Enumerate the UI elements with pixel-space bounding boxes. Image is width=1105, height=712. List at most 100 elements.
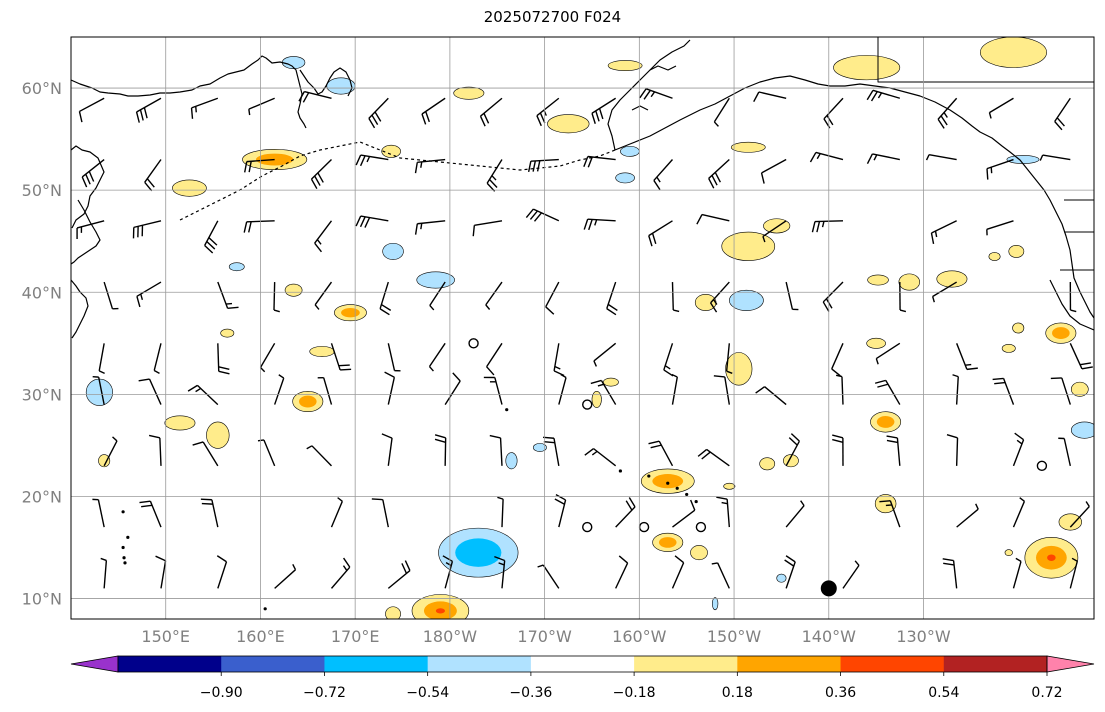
islands: [121, 408, 698, 611]
contour-blob: [980, 37, 1047, 68]
island: [647, 474, 651, 478]
contour-blob: [615, 172, 635, 184]
wind-barb: [755, 386, 787, 406]
contour-blob: [721, 231, 776, 261]
contour-band: [1070, 421, 1094, 439]
contour-band: [866, 337, 886, 349]
contour-band: [690, 545, 708, 561]
contour-band: [505, 452, 518, 470]
contour-band: [833, 55, 901, 81]
wind-barb: [931, 281, 958, 303]
wind-barb: [387, 560, 411, 589]
contour-band: [1052, 327, 1070, 340]
wind-barb: [148, 434, 162, 466]
wind-barb: [785, 433, 801, 467]
contour-band: [874, 494, 897, 514]
wind-barb: [525, 208, 560, 222]
contour-band: [284, 283, 303, 297]
contour-band: [898, 273, 921, 291]
wind-barb: [139, 500, 162, 528]
wind-barb: [986, 158, 1014, 180]
contour-band: [1001, 344, 1016, 353]
contour-blob: [334, 304, 367, 322]
wind-barb: [317, 376, 333, 405]
contour-blob: [652, 532, 684, 552]
island: [666, 481, 670, 485]
wind-barb: [81, 158, 105, 188]
wind-barb: [98, 343, 105, 375]
wind-barb: [442, 555, 454, 589]
wind-barb: [986, 220, 1014, 236]
wind-barb: [785, 500, 805, 528]
island: [121, 545, 125, 550]
longitude-labels: 150°E 160°E 170°E 180°W 170°W 160°W 150°W 140°W…: [141, 627, 950, 646]
contour-blob: [1008, 244, 1025, 258]
contour-band: [723, 482, 736, 490]
contour-blob: [1001, 344, 1016, 353]
california-coast: [1049, 279, 1094, 331]
wind-barb: [1069, 557, 1078, 589]
lon-tick-label: 160°E: [236, 627, 285, 646]
contour-band: [547, 114, 590, 134]
island: [126, 535, 130, 539]
contour-blob: [1070, 421, 1094, 439]
contour-blob: [723, 482, 736, 490]
wind-barb: [257, 439, 276, 467]
wind-barb: [155, 555, 167, 589]
calm-circle: [695, 521, 707, 533]
contour-band: [220, 328, 235, 338]
contour-blob: [1012, 322, 1025, 334]
contour-band: [206, 421, 230, 449]
contour-band: [615, 172, 635, 184]
contour-band: [867, 274, 889, 286]
contour-band: [711, 597, 719, 611]
contour-band: [603, 377, 619, 387]
wind-barb: [78, 97, 105, 123]
wind-barb: [434, 434, 447, 466]
colorbar-segment: [634, 656, 738, 672]
contour-band: [729, 289, 764, 311]
wind-barb: [414, 220, 446, 235]
calm-circle: [1036, 460, 1048, 472]
wind-barb: [615, 555, 629, 589]
wind-barb: [103, 436, 118, 467]
contour-blob: [1070, 381, 1089, 397]
wind-barb: [615, 497, 636, 528]
wind-barb: [545, 281, 560, 315]
wind-barb: [92, 376, 105, 405]
contour-band: [435, 608, 445, 614]
contour-band: [1008, 244, 1025, 258]
contour-blob: [607, 60, 643, 71]
contour-band: [1012, 322, 1025, 334]
contour-blob: [591, 391, 602, 408]
wind-barb: [497, 496, 504, 528]
contour-band: [658, 537, 677, 548]
wind-barb: [874, 379, 901, 405]
contour-blob: [874, 494, 897, 514]
wind-barb: [988, 97, 1014, 119]
contour-blob: [725, 352, 753, 386]
wind-barb: [1058, 437, 1072, 466]
wind-barb: [494, 555, 506, 589]
kuril-coastline: [71, 145, 105, 229]
lat-tick-label: 10°N: [22, 590, 62, 609]
map-title: 2025072700 F024: [483, 8, 622, 26]
wind-barb: [216, 555, 228, 589]
wind-barb: [330, 497, 343, 528]
wind-barb: [132, 220, 162, 239]
wind-barb: [135, 97, 162, 123]
colorbar-frame: [117, 655, 1048, 673]
contour-blob: [833, 55, 901, 81]
wind-barb: [554, 493, 567, 528]
wind-barb: [368, 97, 389, 129]
canada-border: [877, 37, 1094, 83]
wind-barb: [273, 374, 285, 405]
island: [618, 469, 622, 473]
wind-barb: [696, 213, 730, 225]
calm-circle: [468, 338, 479, 349]
calm-circle: [582, 521, 593, 533]
wind-barb: [590, 379, 617, 405]
wind-barb: [537, 564, 560, 589]
colorbar-extend-low: [70, 655, 119, 673]
lat-tick-label: 60°N: [22, 79, 62, 98]
